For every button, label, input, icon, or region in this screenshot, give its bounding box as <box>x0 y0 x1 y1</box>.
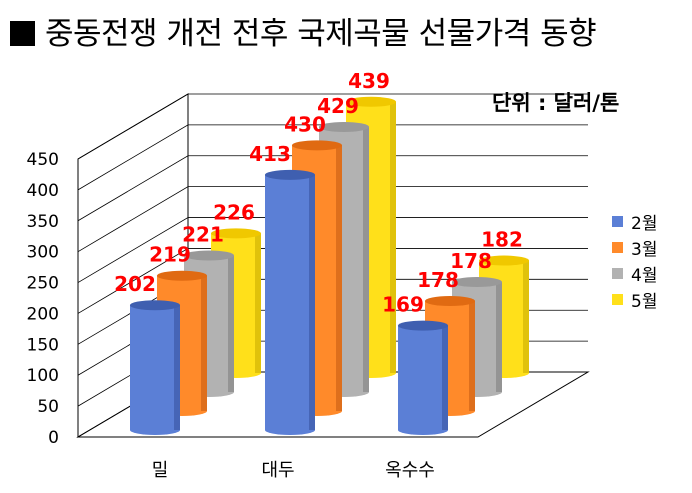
legend-label-3: 5월 <box>631 291 658 312</box>
bar-top-1-2 <box>319 121 369 132</box>
bar-shade-2-2 <box>496 282 502 392</box>
bar-2-0 <box>398 320 448 435</box>
data-label-1-1: 430 <box>284 112 326 136</box>
data-label-1-3: 439 <box>348 69 390 93</box>
data-label-1-2: 429 <box>317 94 359 118</box>
legend-swatch-3 <box>612 293 623 305</box>
data-label-2-3: 182 <box>481 228 523 252</box>
legend-label-1: 3월 <box>631 239 658 260</box>
unit-label: 단위 : 달러/톤 <box>492 91 620 115</box>
chart-title-text: 중동전쟁 개전 전후 국제곡물 선물가격 동향 <box>45 16 597 52</box>
bar-1-0 <box>265 169 315 435</box>
bar-shade-1-0 <box>309 174 315 430</box>
data-label-0-0: 202 <box>114 272 156 296</box>
bar-body-0-0 <box>130 305 180 435</box>
bar-shade-1-2 <box>363 126 369 392</box>
bar-top-1-0 <box>265 169 315 180</box>
data-label-2-0: 169 <box>382 293 424 317</box>
data-label-0-1: 219 <box>149 243 191 267</box>
y-tick-label-8: 400 <box>27 181 59 201</box>
y-tick-label-6: 300 <box>27 243 59 263</box>
gridline-5 <box>77 217 588 283</box>
data-label-0-2: 221 <box>182 222 224 246</box>
legend-label-2: 4월 <box>631 265 658 286</box>
title-square-icon <box>10 21 35 46</box>
data-label-0-3: 226 <box>213 200 255 224</box>
bar-top-1-3 <box>346 96 396 107</box>
y-tick-label-3: 150 <box>27 335 59 355</box>
y-tick-label-5: 250 <box>27 274 59 294</box>
bar-top-1-1 <box>292 140 342 151</box>
y-tick-label-2: 100 <box>27 366 59 386</box>
bar-shade-2-0 <box>442 325 448 430</box>
data-label-2-1: 178 <box>417 268 459 292</box>
gridline-4 <box>77 248 588 314</box>
y-tick-label-4: 200 <box>27 304 59 324</box>
bar-shade-0-1 <box>201 275 207 411</box>
y-tick-label-0: 0 <box>48 428 59 448</box>
legend-item-2: 4월 <box>612 260 657 286</box>
category-label-1: 대두 <box>261 460 294 481</box>
bar-0-0 <box>130 300 180 435</box>
bar-top-0-3 <box>211 228 261 239</box>
bar-body-2-0 <box>398 325 448 435</box>
y-tick-label-7: 350 <box>27 212 59 232</box>
bar-top-2-0 <box>398 320 448 331</box>
gridline-8 <box>77 124 588 191</box>
bar-top-2-3 <box>479 255 529 266</box>
bar-shade-2-3 <box>523 260 529 373</box>
bar-top-0-1 <box>157 270 207 281</box>
bar-body-1-0 <box>265 174 315 435</box>
legend-swatch-1 <box>612 241 623 253</box>
legend-swatch-2 <box>612 267 623 279</box>
bar-shade-1-3 <box>390 101 396 373</box>
legend-label-0: 2월 <box>631 213 658 234</box>
bar-top-0-0 <box>130 300 180 311</box>
chart-title: 중동전쟁 개전 전후 국제곡물 선물가격 동향 <box>10 8 597 53</box>
bar-shade-0-0 <box>174 305 180 430</box>
bar-top-2-1 <box>425 296 475 307</box>
gridline-9 <box>77 93 588 160</box>
legend-item-3: 5월 <box>612 286 657 312</box>
bar-shade-0-2 <box>228 255 234 392</box>
legend-swatch-0 <box>612 215 623 227</box>
legend-item-1: 3월 <box>612 234 657 260</box>
gridline-6 <box>77 186 588 253</box>
category-label-0: 밀 <box>152 460 169 481</box>
y-tick-label-1: 50 <box>37 397 59 417</box>
gridline-7 <box>77 155 588 222</box>
bar-shade-1-1 <box>336 145 342 411</box>
y-tick-label-9: 450 <box>27 150 59 170</box>
bar-top-2-2 <box>452 277 502 288</box>
legend-item-0: 2월 <box>612 208 657 234</box>
data-label-2-2: 178 <box>450 249 492 273</box>
legend: 2월 3월 4월 5월 <box>612 208 657 312</box>
data-label-1-0: 413 <box>249 142 291 166</box>
bar-shade-0-3 <box>255 233 261 373</box>
category-label-2: 옥수수 <box>385 460 435 481</box>
bar-shade-2-1 <box>469 301 475 411</box>
bar-top-0-2 <box>184 250 234 261</box>
